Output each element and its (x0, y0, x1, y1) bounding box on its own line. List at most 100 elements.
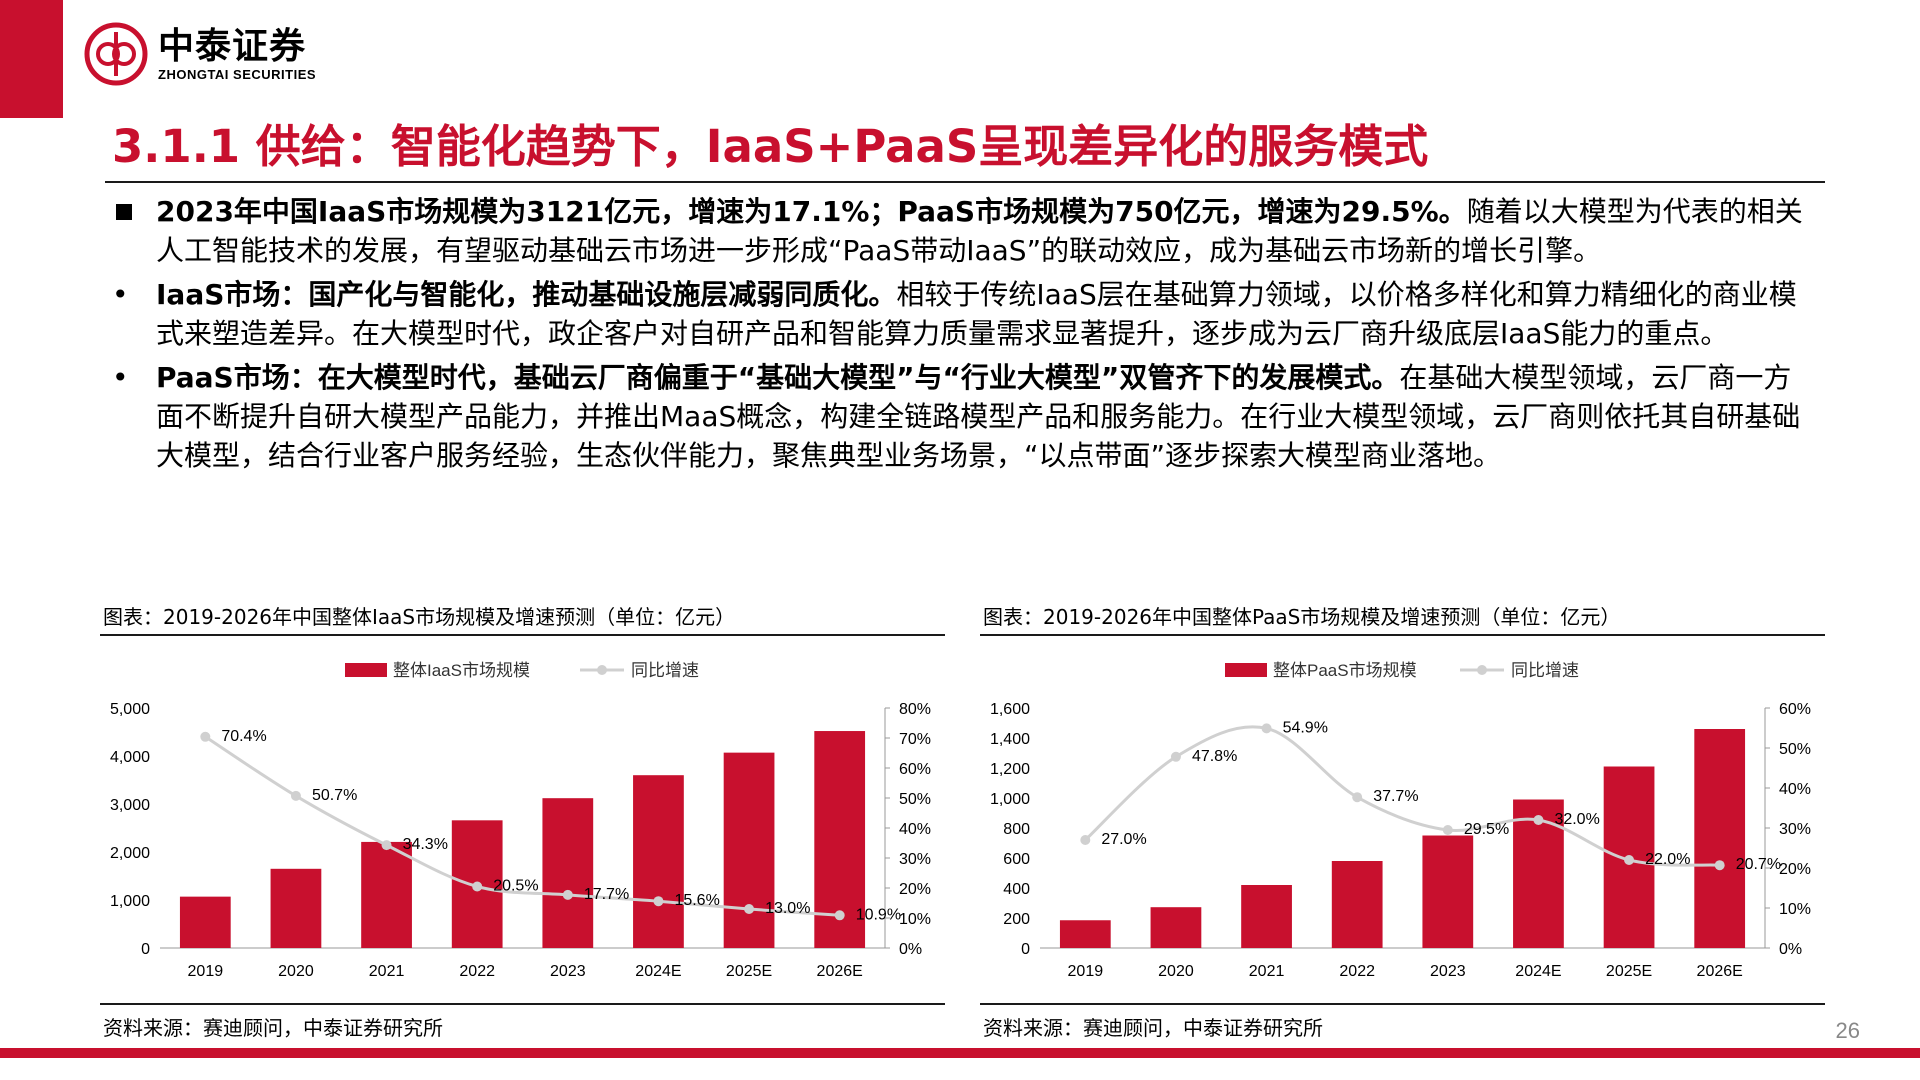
paragraph-summary: 2023年中国IaaS市场规模为3121亿元，增速为17.1%；PaaS市场规模… (110, 192, 1815, 270)
y-left-tick-label: 800 (1003, 821, 1030, 838)
legend-label-line: 同比增速 (631, 661, 699, 680)
page-number: 26 (1835, 1018, 1860, 1043)
growth-point (1261, 723, 1272, 734)
source-divider (980, 1003, 1825, 1005)
y-left-tick-label: 400 (1003, 881, 1030, 898)
chart-legend: 整体IaaS市场规模 同比增速 (345, 661, 699, 680)
paas-chart: 整体PaaS市场规模 同比增速 0 200 400 600 800 1,000 1,200 1,4… (990, 661, 1811, 980)
brand-name-en: ZHONGTAI SECURITIES (158, 66, 317, 82)
y-right-tick-label: 40% (1779, 781, 1811, 798)
source-divider (100, 1003, 945, 1005)
chart-source-iaas: 资料来源：赛迪顾问，中泰证券研究所 (103, 1016, 443, 1040)
y-right-tick-label: 0% (1779, 941, 1802, 958)
iaas-chart: 整体IaaS市场规模 同比增速 0 1,000 2,000 3,000 4,000 5,000… (110, 661, 931, 980)
x-tick-label: 2025E (726, 963, 772, 980)
caption-divider (100, 634, 945, 636)
growth-point (290, 790, 301, 801)
growth-data-label: 20.7% (1736, 856, 1781, 873)
growth-point (562, 889, 573, 900)
x-tick-label: 2024E (635, 963, 681, 980)
y-left-tick-label: 1,200 (990, 761, 1030, 778)
x-tick-label: 2026E (1697, 963, 1743, 980)
chart-legend: 整体PaaS市场规模 同比增速 (1225, 661, 1579, 680)
y-right-tick-label: 50% (899, 791, 931, 808)
growth-point (1080, 835, 1091, 845)
growth-point (834, 910, 845, 921)
chart-caption-paas: 图表：2019-2026年中国整体PaaS市场规模及增速预测（单位：亿元） (983, 605, 1621, 629)
y-right-tick-label: 50% (1779, 741, 1811, 758)
bar (542, 798, 594, 948)
x-tick-label: 2022 (459, 963, 495, 980)
x-tick-label: 2022 (1339, 963, 1375, 980)
growth-point (1624, 855, 1635, 865)
growth-point (381, 840, 392, 851)
bar (1150, 907, 1202, 948)
growth-data-label: 70.4% (221, 728, 266, 745)
x-tick-label: 2023 (550, 963, 586, 980)
y-left-tick-label: 5,000 (110, 701, 150, 718)
legend-line-marker (597, 665, 607, 675)
y-right-tick-label: 40% (899, 821, 931, 838)
growth-point (1533, 815, 1544, 825)
title-divider (105, 181, 1825, 183)
growth-data-label: 29.5% (1464, 821, 1509, 838)
y-right-tick-label: 20% (899, 881, 931, 898)
growth-data-label: 15.6% (674, 892, 719, 909)
x-tick-label: 2019 (1068, 963, 1104, 980)
y-right-tick-label: 30% (899, 851, 931, 868)
growth-data-label: 27.0% (1101, 831, 1146, 848)
chart-source-paas: 资料来源：赛迪顾问，中泰证券研究所 (983, 1016, 1323, 1040)
x-tick-label: 2021 (369, 963, 405, 980)
growth-data-label: 22.0% (1645, 851, 1690, 868)
page-title: 3.1.1 供给：智能化趋势下，IaaS+PaaS呈现差异化的服务模式 (112, 120, 1429, 173)
growth-data-label: 13.0% (765, 900, 810, 917)
paragraph-text: 在基础大模型领域，云厂商一方面不断提升自研大模型产品能力，并推出MaaS概念，构… (156, 361, 1801, 472)
y-right-tick-label: 60% (899, 761, 931, 778)
growth-point (200, 731, 211, 742)
growth-point (653, 896, 664, 907)
legend-label-line: 同比增速 (1511, 661, 1579, 680)
paragraph-iaas: • IaaS市场：国产化与智能化，推动基础设施层减弱同质化。相较于传统IaaS层… (110, 275, 1815, 353)
y-right-tick-label: 10% (899, 911, 931, 928)
y-left-tick-label: 1,600 (990, 701, 1030, 718)
growth-data-label: 20.5% (493, 878, 538, 895)
x-tick-label: 2020 (1158, 963, 1194, 980)
growth-point (1170, 751, 1181, 762)
x-tick-label: 2021 (1249, 963, 1285, 980)
brand-logo: 中泰证券 ZHONGTAI SECURITIES (84, 22, 316, 86)
bar (723, 752, 775, 948)
legend-label-bar: 整体IaaS市场规模 (393, 661, 530, 680)
x-tick-label: 2024E (1515, 963, 1561, 980)
y-right-tick-label: 30% (1779, 821, 1811, 838)
growth-point (744, 904, 755, 914)
y-left-tick-label: 1,400 (990, 731, 1030, 748)
bar (1241, 885, 1292, 948)
y-right-tick-label: 80% (899, 701, 931, 718)
growth-point (1714, 860, 1725, 871)
y-right-tick-label: 20% (1779, 861, 1811, 878)
bullet-dot-icon: • (112, 361, 129, 394)
caption-divider (980, 634, 1825, 636)
body-text: 2023年中国IaaS市场规模为3121亿元，增速为17.1%；PaaS市场规模… (110, 192, 1815, 480)
y-left-tick-label: 3,000 (110, 797, 150, 814)
legend-label-bar: 整体PaaS市场规模 (1273, 661, 1417, 680)
paragraph-paas: • PaaS市场：在大模型时代，基础云厂商偏重于“基础大模型”与“行业大模型”双… (110, 358, 1815, 475)
y-left-tick-label: 600 (1003, 851, 1030, 868)
growth-data-label: 34.3% (403, 836, 448, 853)
bar (179, 896, 231, 948)
bar (1422, 835, 1474, 948)
paragraph-text: 随着以大模型为代表的相关人工智能技术的发展，有望驱动基础云市场进一步形成“Paa… (156, 195, 1803, 267)
growth-data-label: 17.7% (584, 886, 629, 903)
growth-data-label: 47.8% (1192, 748, 1237, 765)
brand-name-cn: 中泰证券 (158, 25, 307, 67)
x-tick-label: 2026E (817, 963, 863, 980)
zhongtai-logo-icon (84, 22, 148, 86)
x-tick-label: 2023 (1430, 963, 1466, 980)
y-left-tick-label: 1,000 (110, 893, 150, 910)
x-tick-label: 2020 (278, 963, 314, 980)
bar (1331, 861, 1383, 948)
bullet-dot-icon: • (112, 278, 129, 311)
bar (1059, 920, 1111, 948)
legend-bar-swatch (1225, 663, 1267, 677)
bar (361, 841, 412, 948)
